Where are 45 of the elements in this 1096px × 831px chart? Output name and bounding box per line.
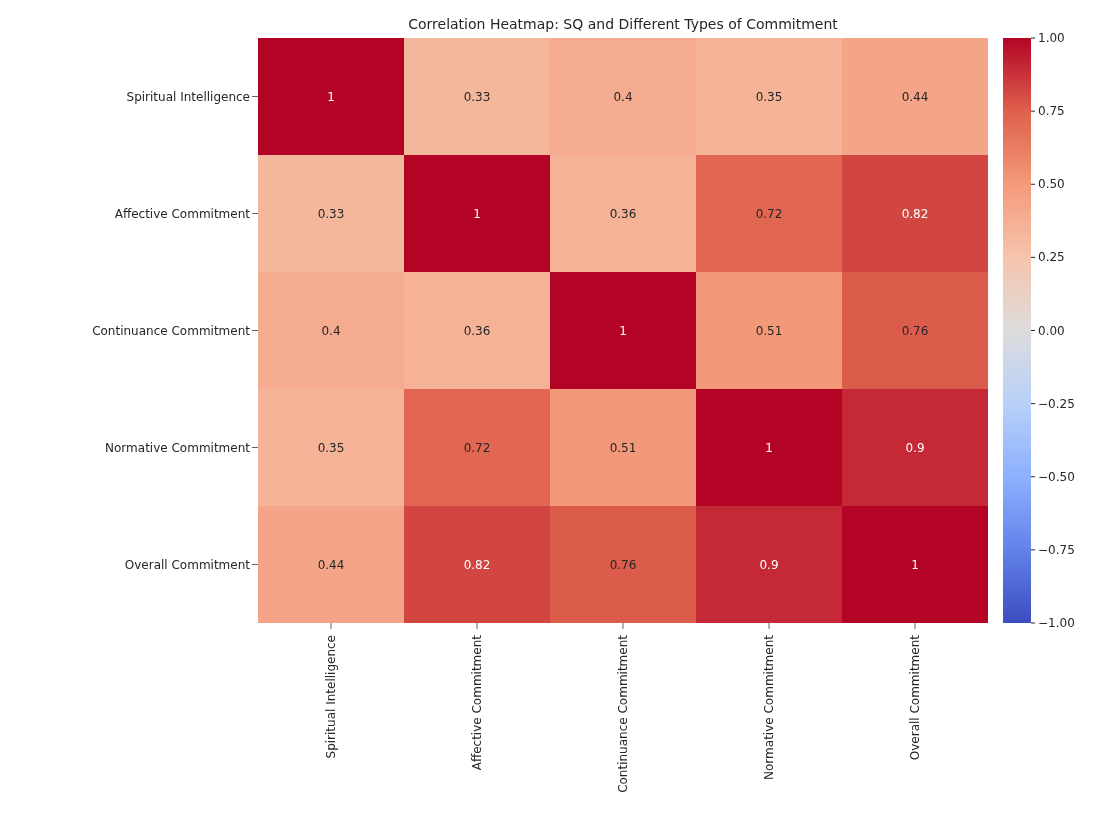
- data-label: 0.36: [609, 206, 637, 221]
- data-label: 0.35: [755, 89, 783, 104]
- color-bar-label: 0.25: [1038, 250, 1065, 265]
- y-tick-label: Affective Commitment: [114, 206, 251, 221]
- color-bar-label: 0.50: [1038, 177, 1065, 192]
- data-label: 1: [473, 206, 481, 221]
- data-label: 0.82: [463, 557, 491, 572]
- data-label: 1: [619, 323, 627, 338]
- chart-title: Correlation Heatmap: SQ and Different Types of Commitment: [407, 16, 839, 32]
- color-bar-label: −1.00: [1038, 616, 1075, 630]
- data-label: 0.44: [317, 557, 345, 572]
- color-bar-label: 0.75: [1038, 104, 1065, 119]
- color-bar-label: 0.00: [1038, 323, 1065, 338]
- data-label: 0.9: [759, 557, 779, 572]
- data-label: 0.9: [905, 440, 925, 455]
- x-tick-label: Spiritual Intelligence: [324, 635, 338, 759]
- data-label: 0.4: [613, 89, 633, 104]
- x-tick-label: Continuance Commitment: [616, 634, 630, 793]
- data-label: 0.33: [317, 206, 345, 221]
- data-label: 0.4: [321, 323, 341, 338]
- color-bar-label: 1.00: [1038, 31, 1065, 45]
- color-bar-label: −0.50: [1038, 469, 1075, 484]
- data-label: 1: [911, 557, 919, 572]
- y-tick-label: Spiritual Intelligence: [126, 89, 250, 104]
- data-label: 0.76: [901, 323, 929, 338]
- data-label: 1: [327, 89, 335, 104]
- x-tick-label: Affective Commitment: [470, 634, 484, 771]
- data-label: 0.44: [901, 89, 929, 104]
- data-label: 0.51: [755, 323, 783, 338]
- color-bar-label: −0.25: [1038, 396, 1075, 411]
- data-label: 0.51: [609, 440, 637, 455]
- data-label: 0.72: [755, 206, 783, 221]
- data-label: 0.82: [901, 206, 929, 221]
- color-bar-label: −0.75: [1038, 542, 1075, 557]
- data-label: 0.35: [317, 440, 345, 455]
- x-tick-label: Overall Commitment: [908, 634, 922, 761]
- x-tick-label: Normative Commitment: [762, 634, 776, 780]
- y-tick-label: Continuance Commitment: [92, 323, 251, 338]
- y-tick-label: Overall Commitment: [124, 557, 251, 572]
- data-label: 0.72: [463, 440, 491, 455]
- data-label: 1: [765, 440, 773, 455]
- data-label: 0.76: [609, 557, 637, 572]
- data-label: 0.36: [463, 323, 491, 338]
- y-tick-label: Normative Commitment: [105, 440, 251, 455]
- data-label: 0.33: [463, 89, 491, 104]
